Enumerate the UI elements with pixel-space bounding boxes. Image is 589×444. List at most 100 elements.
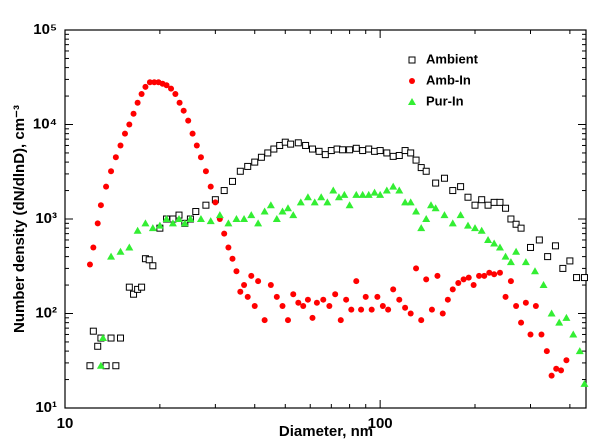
marker-triangle xyxy=(569,330,578,338)
marker-triangle xyxy=(323,198,332,206)
marker-circle xyxy=(402,304,409,311)
legend-label: Amb-In xyxy=(426,72,471,87)
marker-triangle xyxy=(408,98,416,105)
marker-circle xyxy=(491,271,498,278)
marker-circle xyxy=(486,269,493,276)
x-tick-label: 10 xyxy=(57,415,74,432)
series xyxy=(86,138,588,370)
marker-square xyxy=(559,264,567,272)
marker-circle xyxy=(185,117,192,124)
marker-circle xyxy=(90,244,97,251)
marker-circle xyxy=(518,319,525,326)
marker-triangle xyxy=(254,219,263,227)
marker-square xyxy=(270,145,278,153)
marker-triangle xyxy=(471,224,480,232)
marker-square xyxy=(287,140,295,148)
marker-circle xyxy=(304,296,311,303)
marker-square xyxy=(339,146,347,154)
marker-triangle xyxy=(116,247,125,255)
marker-circle xyxy=(126,121,133,128)
marker-circle xyxy=(320,296,327,303)
series xyxy=(86,79,570,379)
y-tick-label: 10⁵ xyxy=(33,21,57,38)
marker-circle xyxy=(202,168,209,175)
marker-circle xyxy=(197,154,204,161)
series xyxy=(96,182,589,387)
marker-triangle xyxy=(506,258,515,266)
marker-triangle xyxy=(417,224,426,232)
marker-square xyxy=(308,145,316,153)
marker-circle xyxy=(97,202,104,209)
marker-triangle xyxy=(431,204,440,212)
marker-circle xyxy=(300,303,307,310)
marker-square xyxy=(116,334,124,342)
marker-triangle xyxy=(125,243,134,251)
marker-circle xyxy=(267,282,274,289)
marker-square xyxy=(496,198,504,206)
marker-circle xyxy=(496,269,503,276)
marker-triangle xyxy=(501,252,510,260)
marker-triangle xyxy=(272,215,281,222)
marker-square xyxy=(507,215,515,223)
marker-square xyxy=(352,144,360,152)
marker-triangle xyxy=(215,211,224,219)
marker-triangle xyxy=(426,201,435,209)
marker-square xyxy=(145,256,153,264)
y-tick-label: 10⁴ xyxy=(33,115,57,132)
marker-circle xyxy=(255,278,262,285)
marker-triangle xyxy=(364,190,373,198)
marker-triangle xyxy=(395,186,404,194)
marker-circle xyxy=(428,306,435,313)
marker-circle xyxy=(390,286,397,293)
marker-circle xyxy=(151,79,158,86)
marker-circle xyxy=(368,306,375,313)
marker-circle xyxy=(332,291,339,298)
marker-circle xyxy=(168,85,175,92)
x-tick-label: 100 xyxy=(368,415,393,432)
marker-triangle xyxy=(334,193,343,201)
marker-circle xyxy=(103,183,110,190)
marker-circle xyxy=(193,142,200,149)
marker-circle xyxy=(374,293,381,300)
marker-circle xyxy=(353,278,360,285)
marker-circle xyxy=(418,317,425,324)
marker-triangle xyxy=(155,221,164,229)
marker-circle xyxy=(207,183,214,190)
marker-triangle xyxy=(196,215,205,222)
marker-square xyxy=(395,151,403,159)
marker-circle xyxy=(527,331,534,338)
marker-triangle xyxy=(495,243,504,251)
marker-triangle xyxy=(283,204,292,212)
marker-square xyxy=(359,147,367,155)
marker-circle xyxy=(563,357,570,364)
marker-triangle xyxy=(98,334,107,342)
marker-triangle xyxy=(358,190,367,198)
marker-square xyxy=(125,283,133,291)
marker-square xyxy=(449,187,457,195)
marker-circle xyxy=(465,274,472,281)
marker-circle xyxy=(146,79,153,86)
marker-circle xyxy=(284,317,291,324)
marker-square xyxy=(89,327,97,335)
marker-circle xyxy=(553,365,560,372)
marker-square xyxy=(580,274,588,282)
marker-square xyxy=(315,147,323,155)
legend-label: Pur-In xyxy=(426,93,464,108)
marker-circle xyxy=(138,91,145,98)
marker-square xyxy=(566,257,574,265)
marker-square xyxy=(490,198,498,206)
marker-square xyxy=(573,274,581,282)
marker-triangle xyxy=(463,221,472,229)
marker-circle xyxy=(385,306,392,313)
marker-square xyxy=(236,167,244,175)
marker-triangle xyxy=(484,235,493,243)
marker-square xyxy=(346,146,354,154)
marker-circle xyxy=(532,303,539,310)
y-tick-label: 10³ xyxy=(35,210,57,227)
marker-circle xyxy=(273,293,280,300)
marker-triangle xyxy=(412,207,421,215)
marker-square xyxy=(440,174,448,182)
marker-circle xyxy=(470,282,477,289)
marker-circle xyxy=(189,130,196,137)
marker-triangle xyxy=(490,239,499,247)
